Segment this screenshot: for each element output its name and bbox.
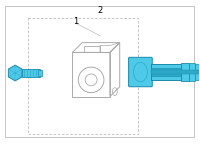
FancyBboxPatch shape xyxy=(151,68,181,76)
Text: 2: 2 xyxy=(97,6,103,15)
Text: 1: 1 xyxy=(73,16,78,26)
FancyBboxPatch shape xyxy=(181,63,189,81)
FancyBboxPatch shape xyxy=(151,64,181,80)
Bar xyxy=(28,18,138,134)
FancyBboxPatch shape xyxy=(189,63,195,81)
FancyBboxPatch shape xyxy=(22,69,40,77)
FancyBboxPatch shape xyxy=(129,57,152,87)
FancyBboxPatch shape xyxy=(195,64,200,80)
FancyBboxPatch shape xyxy=(151,70,200,74)
FancyBboxPatch shape xyxy=(38,70,42,76)
Polygon shape xyxy=(8,65,22,81)
